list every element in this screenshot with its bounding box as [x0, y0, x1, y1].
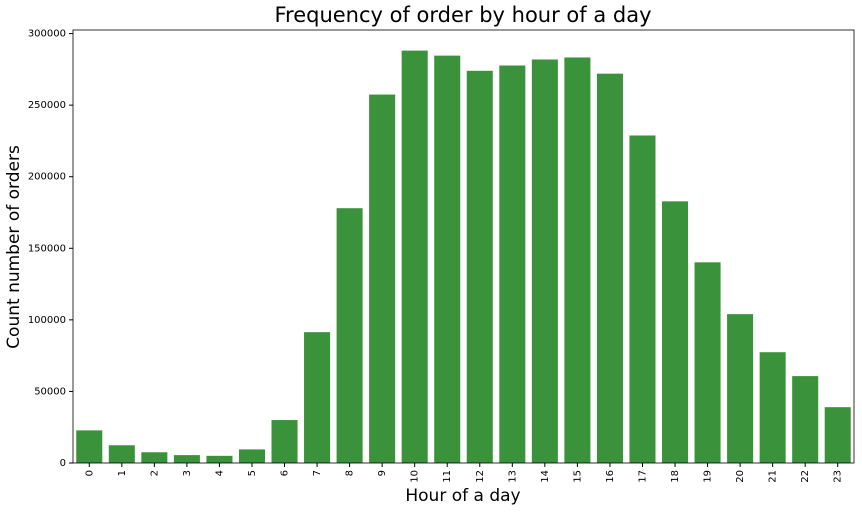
y-axis-label: Count number of orders	[4, 145, 24, 349]
bar	[564, 57, 591, 464]
x-tick-label: 8	[345, 470, 356, 476]
x-tick-label: 16	[605, 470, 616, 483]
x-tick-label: 11	[442, 470, 453, 483]
x-tick-label: 13	[507, 470, 518, 483]
bar	[694, 262, 721, 463]
x-tick-label: 0	[84, 470, 95, 476]
x-tick-label: 17	[637, 470, 648, 483]
bar	[173, 455, 200, 463]
y-tick-label: 200000	[28, 172, 66, 183]
bar	[401, 50, 428, 463]
bar	[141, 452, 168, 463]
bar	[108, 445, 135, 463]
bar	[662, 201, 689, 463]
bar	[727, 314, 754, 463]
chart-title: Frequency of order by hour of a day	[274, 3, 651, 27]
y-tick-label: 300000	[28, 29, 66, 40]
plot-frame	[72, 29, 855, 464]
bar	[531, 59, 558, 464]
bar	[369, 94, 396, 463]
bar	[271, 420, 298, 463]
y-tick-label: 150000	[28, 243, 66, 254]
x-tick-label: 18	[670, 470, 681, 483]
x-tick-label: 23	[833, 470, 844, 483]
y-tick-label: 0	[60, 458, 66, 469]
bar	[759, 352, 786, 463]
bar	[434, 55, 461, 463]
x-tick-label: 4	[214, 470, 225, 476]
x-tick-label: 12	[475, 470, 486, 483]
bar	[304, 332, 331, 463]
bar	[629, 135, 656, 463]
y-tick-label: 250000	[28, 100, 66, 111]
x-tick-label: 6	[280, 470, 291, 476]
bar	[499, 65, 526, 463]
x-tick-label: 2	[149, 470, 160, 476]
x-tick-label: 9	[377, 470, 388, 476]
bar	[238, 449, 265, 463]
x-tick-label: 15	[572, 470, 583, 483]
x-tick-label: 7	[312, 470, 323, 476]
x-tick-label: 10	[410, 470, 421, 483]
x-tick-label: 20	[735, 470, 746, 483]
x-tick-label: 19	[703, 470, 714, 483]
x-tick-label: 21	[768, 470, 779, 483]
x-axis-label: Hour of a day	[405, 486, 520, 506]
x-tick-label: 5	[247, 470, 258, 476]
bar	[824, 407, 851, 463]
bar	[336, 208, 363, 463]
x-tick-label: 22	[800, 470, 811, 483]
bar	[76, 430, 103, 463]
bar	[466, 70, 493, 463]
x-tick-label: 3	[182, 470, 193, 476]
x-tick-label: 14	[540, 470, 551, 483]
bar	[206, 455, 233, 463]
bar	[596, 73, 623, 464]
x-tick-label: 1	[117, 470, 128, 476]
bar	[792, 376, 819, 463]
y-tick-label: 100000	[28, 315, 66, 326]
y-tick-label: 50000	[34, 386, 66, 397]
